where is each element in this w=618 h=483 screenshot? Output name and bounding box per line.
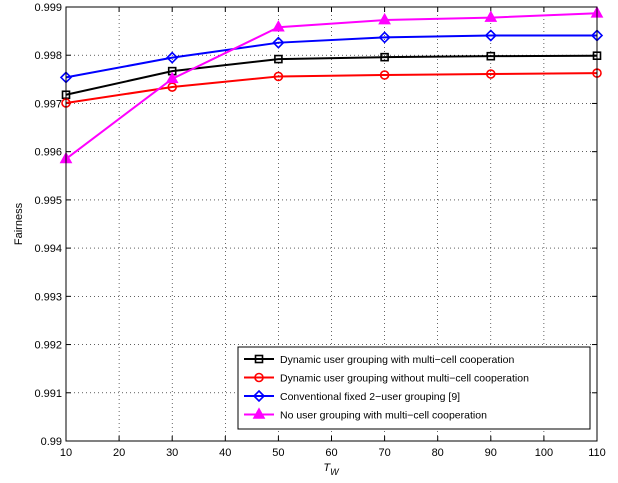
x-tick-label: 50 bbox=[272, 447, 284, 459]
y-tick-label: 0.992 bbox=[34, 340, 62, 352]
x-tick-label: 100 bbox=[535, 447, 553, 459]
x-axis-label: TW bbox=[323, 462, 340, 477]
legend-marker bbox=[252, 407, 266, 419]
x-tick-label: 10 bbox=[60, 447, 72, 459]
data-point bbox=[273, 71, 284, 82]
data-point bbox=[378, 12, 391, 25]
data-point bbox=[166, 51, 179, 64]
x-tick-label: 80 bbox=[432, 447, 444, 459]
y-axis-label: Fairness bbox=[13, 202, 25, 245]
data-point bbox=[378, 31, 391, 44]
x-tick-label: 20 bbox=[113, 447, 125, 459]
legend-label: Dynamic user grouping with multi−cell co… bbox=[280, 354, 514, 366]
x-tick-label: 110 bbox=[588, 447, 606, 459]
x-axis-label-main: T bbox=[323, 462, 331, 474]
y-tick-label: 0.995 bbox=[34, 195, 62, 207]
x-tick-label: 30 bbox=[166, 447, 178, 459]
legend-marker bbox=[254, 354, 264, 364]
data-point bbox=[484, 10, 498, 22]
data-point bbox=[484, 29, 497, 42]
legend: Dynamic user grouping with multi−cell co… bbox=[237, 346, 591, 430]
series-line bbox=[65, 12, 598, 160]
y-tick-label: 0.997 bbox=[34, 98, 62, 110]
series-line bbox=[65, 72, 598, 104]
series-line bbox=[65, 54, 598, 96]
y-tick-label: 0.993 bbox=[34, 291, 62, 303]
y-tick-label: 0.991 bbox=[34, 388, 62, 400]
legend-marker bbox=[252, 389, 266, 403]
data-point bbox=[274, 54, 283, 64]
legend-marker bbox=[254, 372, 264, 383]
legend-label: Conventional fixed 2−user grouping [9] bbox=[280, 391, 460, 403]
data-point bbox=[379, 70, 390, 80]
x-tick-label: 60 bbox=[325, 447, 337, 459]
legend-entry: Conventional fixed 2−user grouping [9] bbox=[244, 389, 460, 403]
plot-frame bbox=[65, 6, 598, 442]
data-point bbox=[272, 20, 285, 32]
x-tick-label: 90 bbox=[485, 447, 497, 459]
legend-entry: Dynamic user grouping without multi−cell… bbox=[244, 373, 529, 385]
series-2 bbox=[61, 68, 602, 108]
legend-entry: Dynamic user grouping with multi−cell co… bbox=[244, 354, 514, 366]
y-tick-label: 0.996 bbox=[34, 147, 62, 159]
series-4 bbox=[59, 6, 604, 164]
data-point bbox=[272, 36, 285, 49]
x-tick-label: 40 bbox=[219, 447, 231, 459]
legend-label: No user grouping with multi−cell coopera… bbox=[280, 410, 487, 422]
ticks: 10 20 30 40 50 60 70 80 90 100 110 0.99 0.991 0.992 0.… bbox=[34, 2, 605, 459]
series-line bbox=[65, 34, 597, 79]
legend-box bbox=[237, 346, 591, 430]
y-tick-label: 0.99 bbox=[41, 436, 62, 448]
y-tick-label: 0.998 bbox=[34, 50, 62, 62]
series-group bbox=[59, 6, 604, 164]
data-point bbox=[380, 52, 389, 62]
x-tick-label: 70 bbox=[378, 447, 390, 459]
grid bbox=[66, 7, 597, 441]
data-point bbox=[485, 69, 496, 79]
y-tick-label: 0.994 bbox=[34, 243, 62, 255]
legend-entry: No user grouping with multi−cell coopera… bbox=[244, 407, 487, 422]
data-point bbox=[486, 51, 496, 61]
legend-label: Dynamic user grouping without multi−cell… bbox=[280, 373, 529, 385]
x-axis-label-subscript: W bbox=[330, 467, 340, 477]
data-point bbox=[165, 71, 179, 84]
y-tick-label: 0.999 bbox=[34, 2, 62, 14]
